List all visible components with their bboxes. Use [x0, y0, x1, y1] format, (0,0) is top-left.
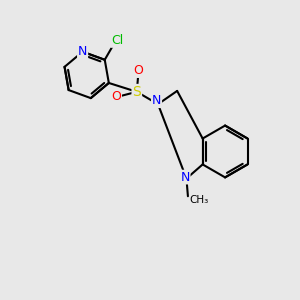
- Text: N: N: [78, 45, 87, 58]
- Text: O: O: [111, 90, 121, 103]
- Text: N: N: [152, 94, 161, 107]
- Text: CH₃: CH₃: [189, 195, 208, 205]
- Text: Cl: Cl: [111, 34, 123, 47]
- Text: N: N: [180, 171, 190, 184]
- Text: O: O: [133, 64, 143, 77]
- Text: S: S: [132, 85, 141, 99]
